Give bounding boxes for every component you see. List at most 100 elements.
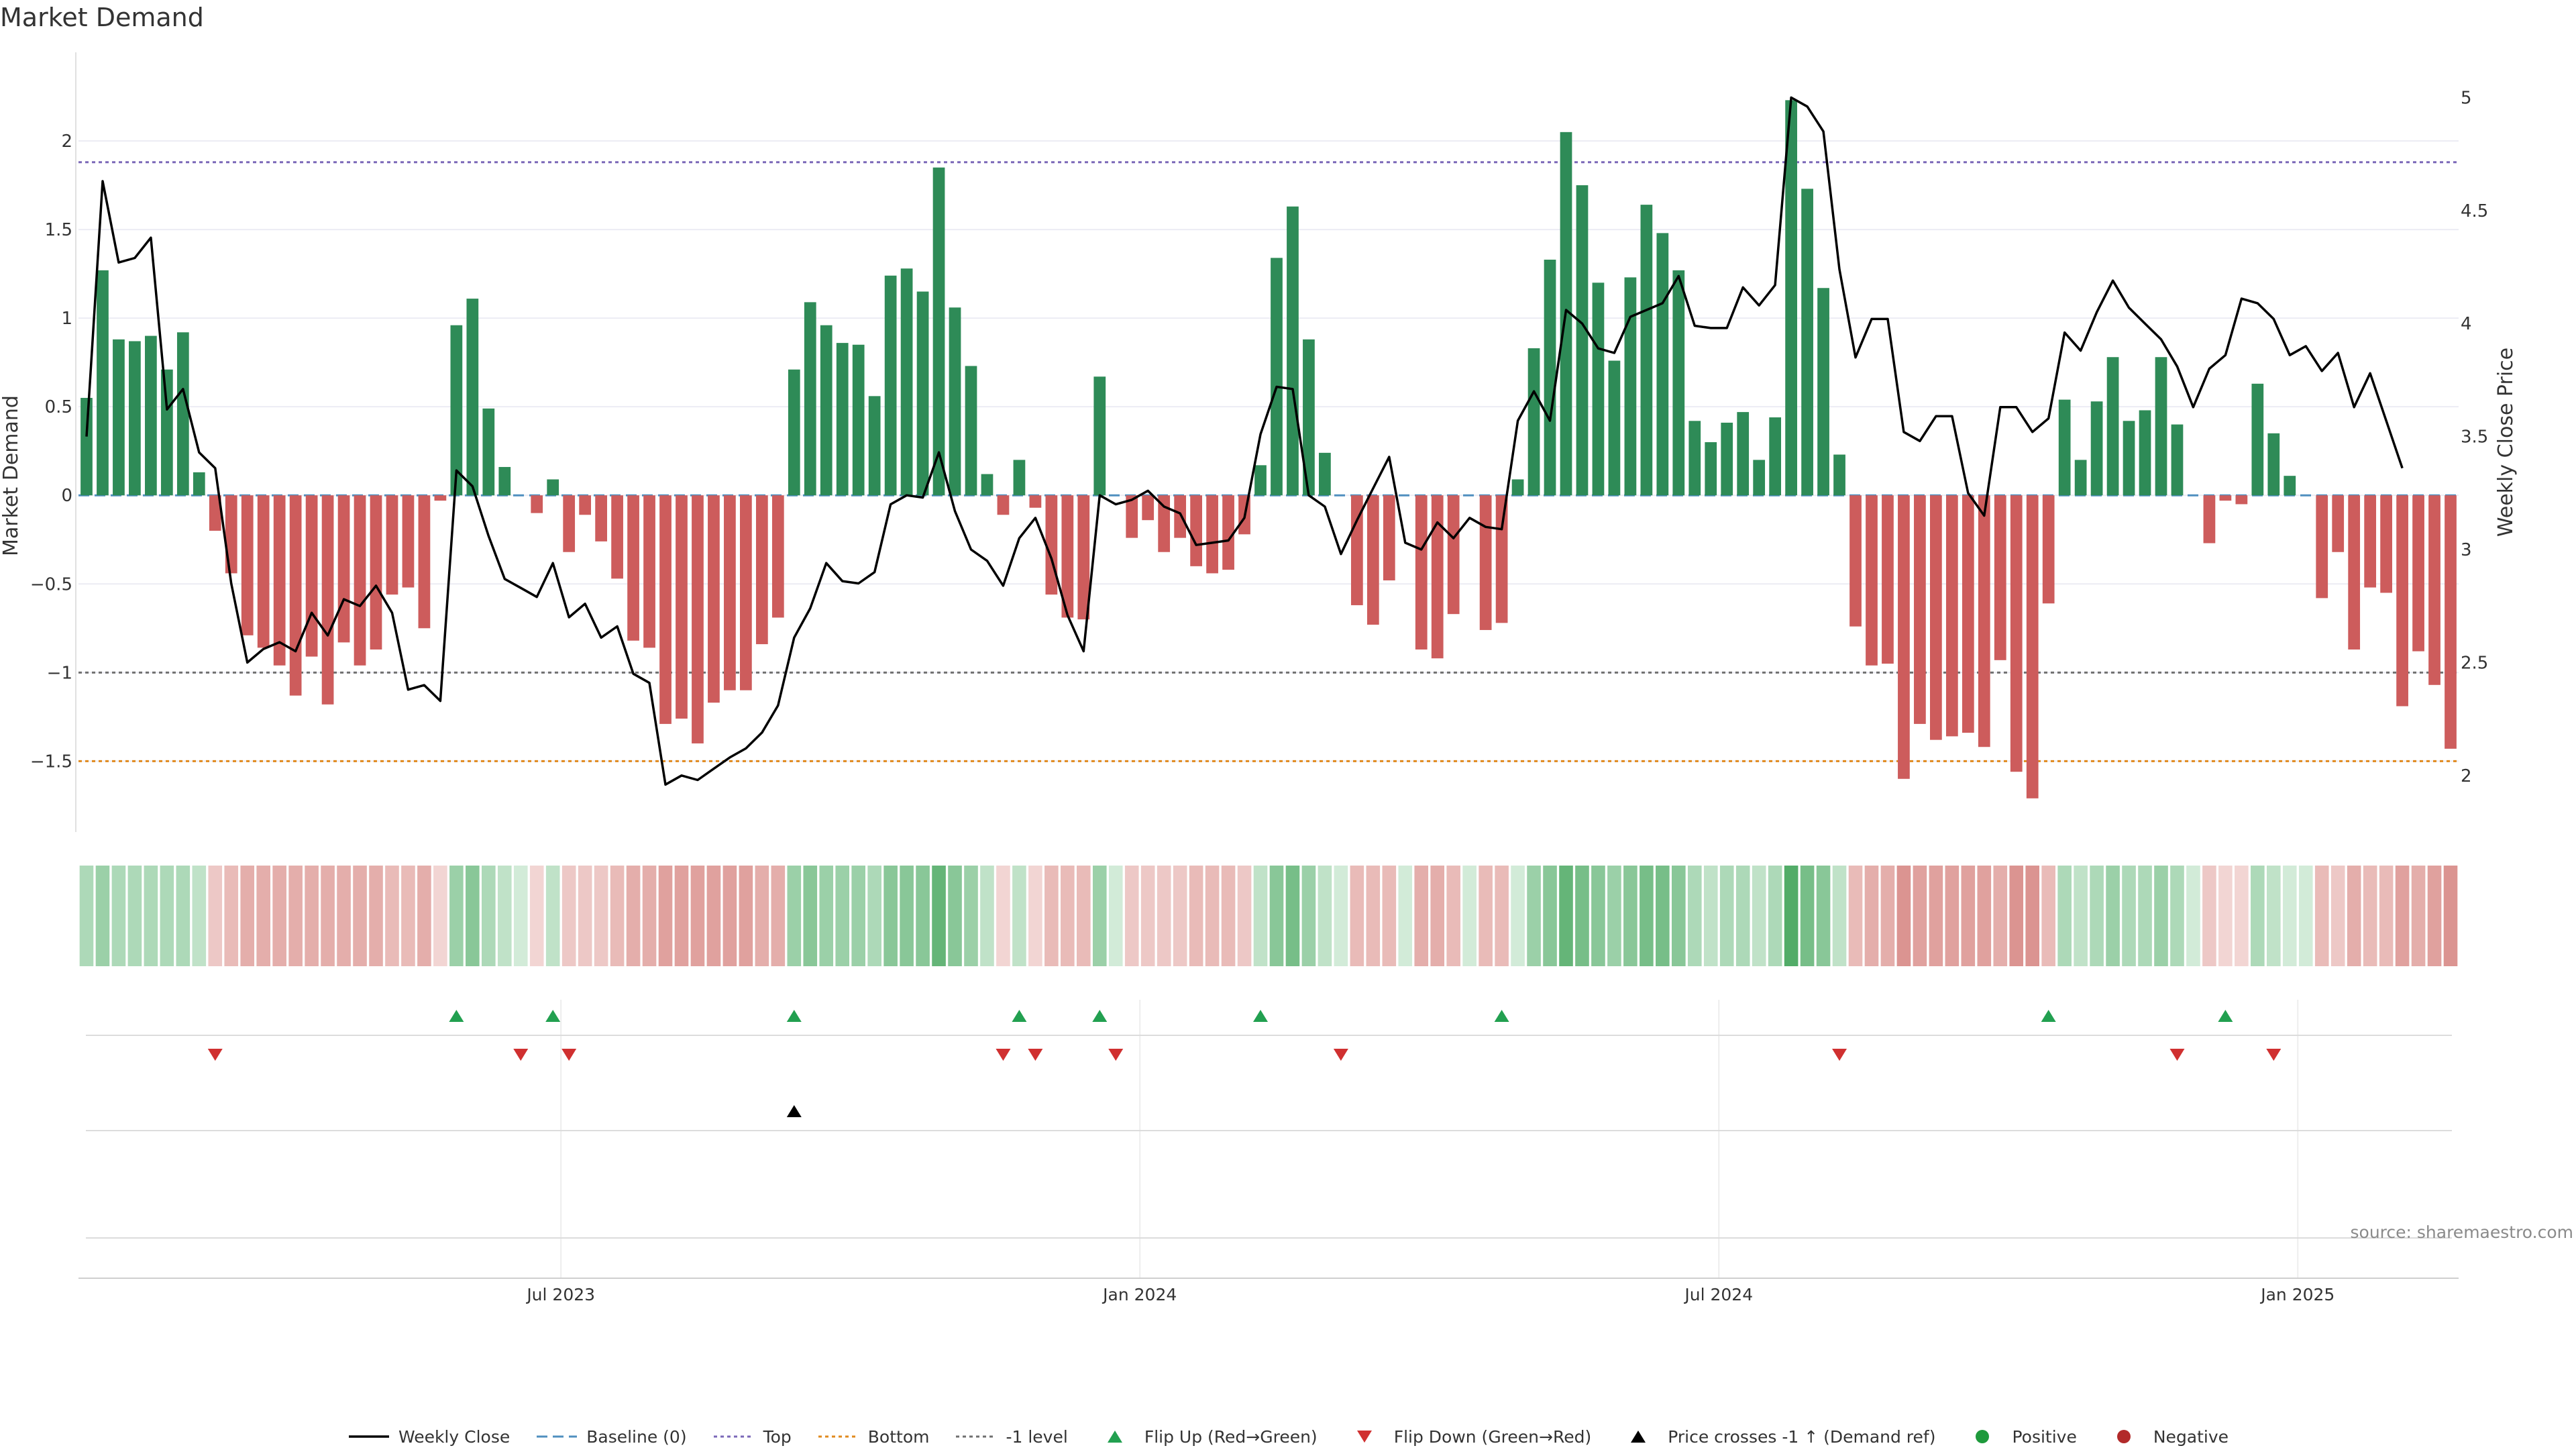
demand-bar (321, 495, 334, 705)
demand-bar (2203, 495, 2216, 543)
demand-bar (1126, 495, 1138, 538)
heat-cell (1511, 866, 1525, 966)
heat-cell (690, 866, 705, 966)
heat-cell (626, 866, 641, 966)
legend-label: Bottom (867, 1427, 930, 1447)
legend-label: Top (763, 1427, 792, 1447)
demand-bar (2316, 495, 2328, 599)
demand-bar (1994, 495, 2006, 660)
y2-tick-label: 3.5 (2461, 427, 2488, 448)
demand-bar (241, 495, 254, 635)
heat-cell (1173, 866, 1187, 966)
heat-cell (1237, 866, 1252, 966)
heat-cell (1993, 866, 2008, 966)
heat-cell (2282, 866, 2297, 966)
x-tick-label: Jan 2024 (1102, 1285, 1177, 1304)
heat-cell (1719, 866, 1734, 966)
demand-bar (1737, 412, 1750, 496)
demand-bar (129, 341, 141, 496)
heat-cell (1253, 866, 1268, 966)
heat-cell (2251, 866, 2265, 966)
demand-bar (2445, 495, 2457, 749)
y-tick-label: −1 (47, 663, 72, 683)
demand-bar (2251, 383, 2264, 496)
heat-cell (610, 866, 625, 966)
demand-bar (1672, 270, 1685, 496)
heat-cell (1479, 866, 1493, 966)
heat-cell (95, 866, 110, 966)
demand-bar (80, 397, 93, 496)
heat-cell (674, 866, 689, 966)
heat-cell (1077, 866, 1091, 966)
demand-bar (2155, 357, 2167, 496)
demand-bar (2010, 495, 2023, 772)
heat-cell (256, 866, 270, 966)
demand-bar (724, 495, 736, 690)
legend-dot-symbol (2116, 1430, 2131, 1443)
heat-cell (2411, 866, 2426, 966)
heat-cell (1784, 866, 1799, 966)
x-tick-label: Jul 2023 (525, 1285, 595, 1304)
demand-bar (113, 339, 125, 496)
heat-cell (996, 866, 1010, 966)
demand-bar (2026, 495, 2039, 798)
heat-cell (948, 866, 962, 966)
y-tick-label: 1 (61, 309, 72, 329)
y-tick-label: 0 (61, 486, 72, 506)
baseline-legend-symbol (537, 1435, 578, 1438)
heat-cell (1768, 866, 1782, 966)
y-tick-label: 1.5 (45, 220, 72, 240)
heat-cell (2170, 866, 2184, 966)
flip-down-marker (207, 1049, 223, 1061)
heat-cell (144, 866, 158, 966)
flip-up-marker (2041, 1010, 2056, 1022)
heat-cell (1880, 866, 1895, 966)
heat-cell (594, 866, 608, 966)
legend-triangle-symbol (1107, 1431, 1122, 1443)
demand-bar (2267, 433, 2280, 496)
demand-bar (2058, 399, 2071, 496)
heat-cell (176, 866, 191, 966)
legend-label: -1 level (1006, 1427, 1068, 1447)
demand-bar (1962, 495, 1974, 733)
y2-tick-label: 5 (2461, 88, 2472, 108)
heat-cell (127, 866, 142, 966)
heat-cell (900, 866, 914, 966)
legend-dot-symbol (1976, 1430, 1990, 1443)
heat-cell (771, 866, 786, 966)
heat-cell (2314, 866, 2329, 966)
demand-bar (209, 495, 221, 531)
demand-bar (932, 167, 945, 496)
heat-cell (1334, 866, 1348, 966)
y2-tick-label: 4.5 (2461, 201, 2488, 221)
demand-bar (2412, 495, 2424, 652)
heat-cell (1012, 866, 1026, 966)
demand-bar (1254, 465, 1267, 496)
heat-cell (1124, 866, 1139, 966)
heat-cell (739, 866, 753, 966)
heat-cell (482, 866, 496, 966)
demand-bar (1978, 495, 1990, 747)
demand-bar (820, 325, 833, 496)
demand-bar (2090, 401, 2103, 496)
heat-cell (2330, 866, 2345, 966)
demand-bar (2139, 410, 2151, 496)
demand-bar (965, 366, 977, 496)
weekly_close-legend-symbol (348, 1435, 389, 1438)
demand-bar (1013, 460, 1026, 496)
demand-bar (1271, 258, 1283, 496)
heat-cell (2186, 866, 2200, 966)
demand-bar (2106, 357, 2119, 496)
demand-bar (1624, 277, 1637, 496)
demand-bar (579, 495, 592, 515)
legend-item-negative: Negative (2102, 1427, 2229, 1447)
heat-cell (337, 866, 351, 966)
heat-cell (1607, 866, 1621, 966)
positive-legend-symbol (1976, 1430, 1990, 1443)
demand-bar (176, 332, 189, 496)
heat-cell (1961, 866, 1976, 966)
heat-cell (2443, 866, 2458, 966)
heat-cell (1945, 866, 1960, 966)
heat-cell (1896, 866, 1911, 966)
heat-cell (1092, 866, 1107, 966)
